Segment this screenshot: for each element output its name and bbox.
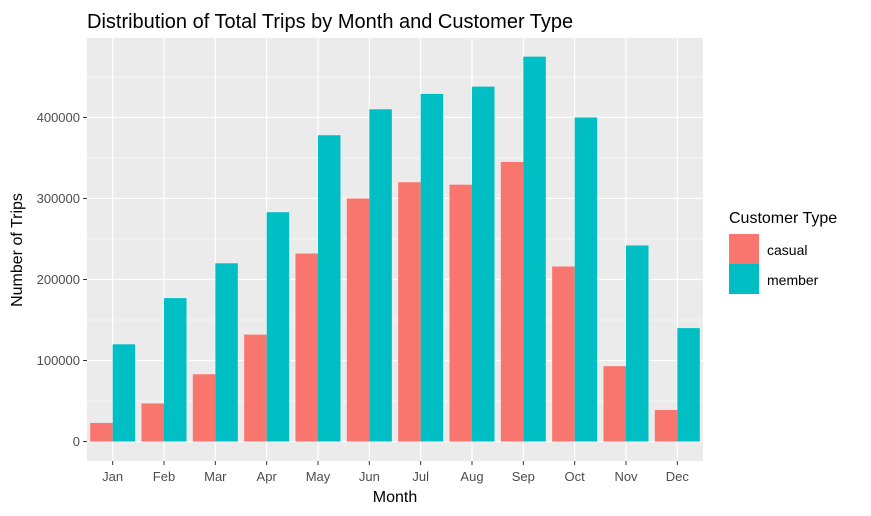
legend-label-casual: casual — [767, 242, 807, 258]
legend-key-casual — [729, 234, 759, 264]
x-tick-label: Jul — [412, 469, 429, 484]
bar-casual-aug — [449, 184, 472, 442]
x-tick-label: Aug — [460, 469, 483, 484]
x-tick-label: Mar — [204, 469, 227, 484]
y-tick-label: 200000 — [37, 272, 80, 287]
legend-title: Customer Type — [729, 210, 837, 227]
y-tick-label: 400000 — [37, 110, 80, 125]
y-tick-label: 0 — [73, 434, 80, 449]
bar-casual-may — [295, 253, 318, 442]
x-axis-title: Month — [373, 489, 417, 506]
bar-casual-mar — [192, 374, 216, 442]
x-tick-label: Oct — [565, 469, 586, 484]
bar-member-jul — [420, 93, 444, 442]
x-tick-label: Apr — [257, 469, 278, 484]
bar-casual-jan — [90, 422, 113, 442]
bar-casual-nov — [603, 366, 626, 442]
x-tick-label: Jan — [102, 469, 123, 484]
y-axis-title: Number of Trips — [9, 193, 26, 307]
y-axis-ticks: 0 100000 200000 300000 400000 — [37, 110, 87, 449]
x-tick-label: Feb — [153, 469, 175, 484]
plot-panel — [87, 38, 703, 461]
bar-member-sep — [523, 56, 546, 442]
bar-member-jun — [369, 109, 392, 442]
x-tick-label: May — [306, 469, 331, 484]
bar-casual-dec — [654, 409, 678, 442]
bar-casual-apr — [244, 334, 267, 442]
bar-casual-sep — [500, 161, 524, 442]
bar-member-dec — [677, 328, 700, 442]
bar-casual-jul — [398, 182, 421, 442]
x-axis-ticks: Jan Feb Mar Apr May Jun Jul Aug Sep Oct Nov Dec — [102, 461, 689, 484]
bar-casual-jun — [346, 198, 370, 442]
bar-member-nov — [626, 245, 649, 442]
x-tick-label: Dec — [666, 469, 690, 484]
y-tick-label: 100000 — [37, 353, 80, 368]
y-tick-label: 300000 — [37, 191, 80, 206]
x-tick-label: Nov — [614, 469, 638, 484]
bar-member-may — [318, 135, 341, 442]
x-tick-label: Sep — [512, 469, 535, 484]
legend: Customer Type casual member — [729, 210, 837, 294]
chart-title: Distribution of Total Trips by Month and… — [87, 11, 573, 33]
bar-member-oct — [574, 117, 598, 442]
bar-member-jan — [112, 344, 136, 442]
bar-casual-feb — [141, 403, 164, 442]
bar-member-mar — [215, 263, 238, 442]
legend-key-member — [729, 264, 759, 294]
bar-casual-oct — [552, 266, 575, 442]
bar-member-aug — [472, 86, 495, 442]
x-tick-label: Jun — [359, 469, 380, 484]
legend-label-member: member — [767, 272, 819, 288]
bar-member-feb — [164, 298, 187, 442]
bar-member-apr — [266, 212, 290, 442]
bars — [90, 56, 700, 442]
